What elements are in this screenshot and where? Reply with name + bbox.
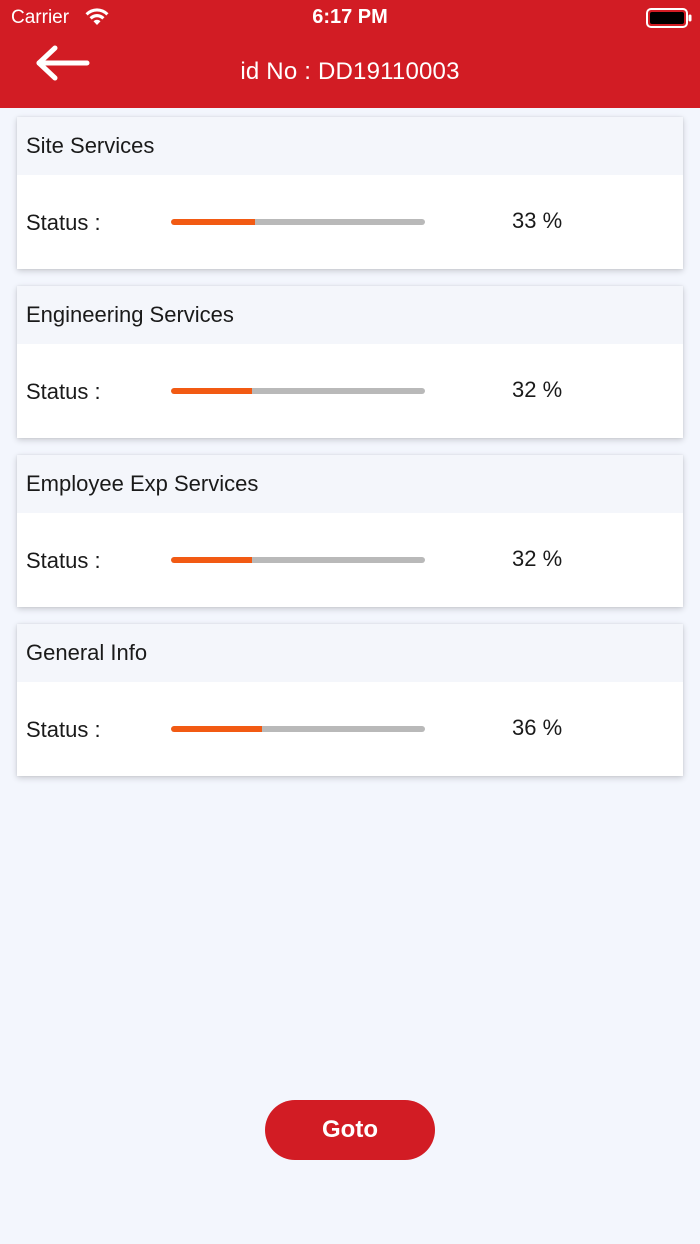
progress-bar — [171, 219, 425, 225]
section-card-header: Engineering Services — [17, 286, 683, 344]
carrier-label: Carrier — [11, 7, 70, 28]
progress-bar — [171, 557, 425, 563]
progress-percent: 36 % — [512, 715, 563, 740]
section-card-employee-exp-services[interactable]: Employee Exp Services Status : 32 % — [17, 455, 683, 607]
section-card-header: Employee Exp Services — [17, 455, 683, 513]
page-title: id No : DD19110003 — [240, 58, 460, 85]
section-card-header: Site Services — [17, 117, 683, 175]
arrow-left-icon — [36, 45, 90, 81]
progress-percent: 32 % — [512, 546, 563, 571]
progress-percent: 33 % — [512, 208, 563, 233]
progress-fill — [171, 557, 253, 563]
status-bar: Carrier 6:17 PM — [0, 0, 700, 36]
progress-percent: 32 % — [512, 377, 563, 402]
progress-fill — [171, 219, 255, 225]
goto-button[interactable]: Goto — [265, 1100, 435, 1160]
app-header: Carrier 6:17 PM id No : DD19110003 — [0, 0, 700, 108]
status-label: Status : — [26, 379, 101, 404]
section-title: Site Services — [26, 133, 155, 158]
clock: 6:17 PM — [312, 6, 388, 28]
section-title: Employee Exp Services — [26, 471, 259, 496]
section-card-general-info[interactable]: General Info Status : 36 % — [17, 624, 683, 776]
section-card-site-services[interactable]: Site Services Status : 33 % — [17, 117, 683, 269]
section-title: General Info — [26, 640, 148, 665]
section-title: Engineering Services — [26, 302, 234, 327]
progress-fill — [171, 726, 263, 732]
progress-fill — [171, 388, 253, 394]
status-label: Status : — [26, 717, 101, 742]
progress-bar — [171, 726, 425, 732]
section-card-header: General Info — [17, 624, 683, 682]
wifi-icon — [85, 8, 109, 25]
status-label: Status : — [26, 548, 101, 573]
battery-icon — [646, 8, 692, 28]
status-label: Status : — [26, 210, 101, 235]
back-button[interactable] — [30, 40, 96, 86]
progress-bar — [171, 388, 425, 394]
section-card-engineering-services[interactable]: Engineering Services Status : 32 % — [17, 286, 683, 438]
